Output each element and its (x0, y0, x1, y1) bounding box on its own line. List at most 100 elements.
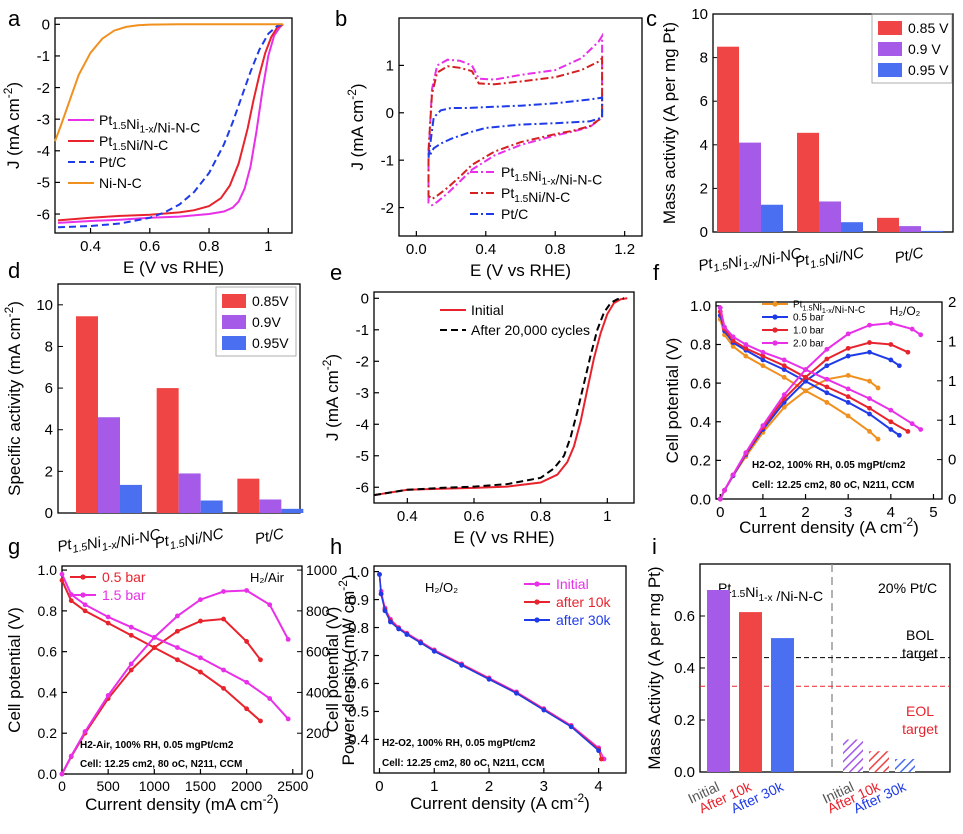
bar (771, 638, 794, 772)
data-point (760, 363, 766, 369)
legend-label: 0.95 V (908, 62, 949, 78)
cell-text: Cell: 12.25 cm2, 80 oC, N211, CCM (80, 759, 242, 770)
y-tick-label: 8 (45, 338, 53, 355)
y-tick-label: 10 (36, 297, 53, 314)
data-point (760, 349, 766, 355)
bar (120, 484, 142, 513)
bar (281, 508, 304, 513)
x-tick-label: 0 (58, 778, 66, 794)
data-point (781, 357, 787, 363)
data-point (722, 324, 727, 330)
polarization-curve (61, 573, 289, 720)
y2-tick-label: 0 (948, 491, 956, 508)
power-curve (61, 589, 290, 775)
y-axis-label: J (mA cm-2) (345, 83, 367, 170)
data-point (221, 589, 226, 594)
data-point (267, 602, 273, 608)
series-line (54, 23, 284, 142)
legend-swatch (222, 336, 246, 350)
y-tick-label: -2 (37, 80, 50, 97)
panel-letter-d: d (8, 258, 20, 283)
data-point (875, 436, 881, 442)
x-tick-label: 0.8 (530, 508, 551, 525)
data-point (377, 571, 382, 577)
data-point (198, 655, 203, 661)
panel-letter-e: e (330, 260, 342, 285)
data-point (803, 367, 808, 372)
data-point (760, 357, 766, 363)
series-line (373, 297, 625, 497)
bar (843, 739, 863, 772)
y-tick-label: 6 (45, 380, 53, 397)
x-tick-label: 0.8 (199, 238, 220, 255)
y-tick-label: 0.4 (38, 684, 58, 700)
y-axis-label: J (mA cm-2) (1, 82, 23, 169)
y2-tick-label: 1000 (306, 562, 337, 578)
data-point (151, 634, 157, 640)
data-point (760, 353, 766, 359)
x-category-label: After 30k (851, 778, 909, 817)
panel-letter-i: i (652, 534, 657, 559)
plot-frame (715, 301, 943, 500)
data-point (888, 419, 894, 425)
y-tick-label: 2 (700, 180, 708, 197)
data-point (128, 632, 134, 638)
polarization-curve (61, 579, 262, 722)
bar (717, 46, 739, 233)
x-tick-label: 2000 (231, 778, 262, 794)
x-tick-label: 0 (716, 504, 724, 521)
y-tick-label: 0.7 (348, 648, 369, 665)
data-point (105, 693, 111, 698)
data-point (221, 667, 226, 673)
y-tick-label: 0 (386, 105, 394, 122)
bar (869, 751, 889, 772)
data-point (803, 378, 808, 384)
data-point (717, 496, 723, 502)
y-tick-label: 4 (700, 137, 708, 154)
data-point (198, 597, 203, 603)
y2-tick-label: 1 (948, 373, 956, 390)
data-point (267, 696, 273, 701)
data-point (867, 405, 872, 411)
data-point (867, 340, 872, 345)
y-tick-label: 0 (700, 224, 708, 241)
y-axis-label: Cell potential (V) (5, 607, 24, 733)
x-tick-label: 0.0 (406, 241, 427, 258)
series-line (57, 23, 284, 222)
panel-letter-h: h (330, 534, 342, 559)
data-point (730, 472, 736, 478)
y-tick-label: -3 (356, 385, 369, 402)
data-point (128, 667, 134, 673)
data-point (541, 707, 547, 713)
legend-label: Ni-N-C (99, 175, 142, 191)
bar (156, 388, 179, 513)
panel-letter-g: g (8, 534, 20, 559)
x-tick-label: 1 (759, 504, 767, 521)
data-point (781, 367, 787, 372)
plot-frame (398, 17, 643, 237)
data-point (803, 388, 808, 394)
data-point (760, 423, 766, 429)
legend-label: 0.5 bar (102, 569, 146, 585)
bar (739, 612, 762, 772)
data-point (722, 487, 727, 493)
legend-box (871, 13, 953, 84)
legend-swatch (222, 315, 246, 329)
data-point (258, 718, 263, 724)
y2-tick-label: 1 (948, 333, 956, 350)
panel-e: 0.4 0.6 0.8 1 0 -1 -2 -3 -4 -5 -6 E (V vs RHE) J (mA… (320, 291, 635, 547)
x-tick-label: 1.2 (614, 241, 635, 258)
bar (259, 499, 282, 513)
y2-tick-label: 1 (948, 412, 956, 429)
data-point (382, 608, 388, 614)
bar (899, 226, 921, 232)
data-point (174, 657, 180, 663)
data-point (68, 753, 74, 759)
legend-box (215, 286, 297, 357)
data-point (867, 378, 872, 384)
data-point (867, 322, 872, 328)
data-point (824, 390, 830, 396)
group-label: Pt1.5Ni1-x /Ni-N-C (718, 580, 823, 604)
